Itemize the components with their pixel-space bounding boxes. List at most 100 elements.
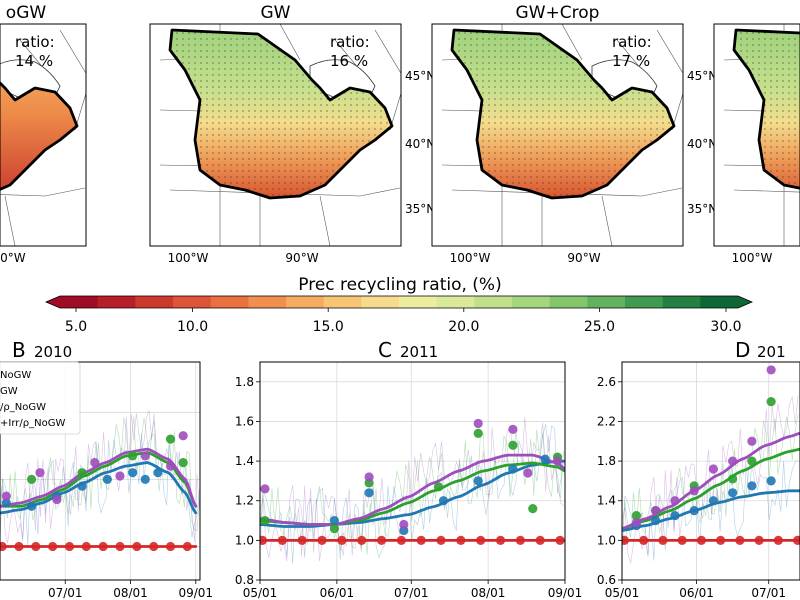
series-marker bbox=[317, 535, 327, 545]
colorbar-swatch bbox=[436, 296, 475, 308]
series-marker bbox=[128, 468, 138, 478]
daily-trace bbox=[622, 459, 799, 561]
x-tick-label: 07/01 bbox=[394, 586, 429, 600]
colorbar-extend-min bbox=[46, 296, 60, 308]
panel-letter: B bbox=[12, 338, 26, 362]
series-marker bbox=[552, 456, 563, 466]
series-marker bbox=[747, 481, 757, 491]
state-border bbox=[561, 24, 583, 61]
series-marker bbox=[260, 484, 270, 494]
y-tick-label: 1.6 bbox=[235, 414, 254, 428]
series-marker bbox=[357, 535, 367, 545]
y-tick-label: 1.4 bbox=[597, 494, 616, 508]
lon-label: 100°W bbox=[450, 251, 491, 265]
series-marker bbox=[515, 535, 525, 545]
lon-label: 90°W bbox=[567, 251, 600, 265]
series-marker bbox=[631, 510, 642, 521]
state-border bbox=[169, 187, 401, 197]
series-marker bbox=[433, 482, 444, 492]
legend-entry: /ρ_NoGW bbox=[0, 402, 46, 413]
series-marker bbox=[297, 535, 307, 545]
lat-label: 45°N bbox=[687, 69, 717, 83]
state-border bbox=[279, 24, 301, 61]
series-marker bbox=[165, 541, 176, 552]
region-outline bbox=[732, 28, 800, 190]
series-marker bbox=[677, 535, 687, 545]
series-marker bbox=[81, 541, 91, 552]
series-marker bbox=[696, 535, 706, 545]
series-marker bbox=[708, 496, 719, 506]
series-line bbox=[622, 489, 800, 532]
lat-label: 40°N bbox=[687, 137, 717, 151]
y-tick-label: 1.8 bbox=[597, 454, 616, 468]
colorbar-tick-label: 15.0 bbox=[313, 319, 344, 335]
series-marker bbox=[102, 474, 112, 484]
y-tick-label: 2.2 bbox=[597, 414, 616, 428]
series-marker bbox=[337, 535, 347, 545]
y-tick-label: 1.0 bbox=[235, 533, 254, 547]
series-marker bbox=[456, 535, 466, 545]
panel-title: 2011 bbox=[400, 343, 438, 361]
state-border bbox=[4, 195, 16, 246]
series-marker bbox=[473, 428, 483, 438]
series-marker bbox=[473, 476, 483, 486]
x-tick-label: 06/01 bbox=[320, 586, 355, 600]
series-marker bbox=[140, 474, 150, 484]
colorbar-swatch bbox=[361, 296, 400, 308]
state-border bbox=[733, 189, 800, 193]
daily-trace bbox=[622, 414, 799, 540]
series-marker bbox=[535, 535, 545, 545]
series-marker bbox=[31, 541, 41, 552]
region-outline bbox=[168, 28, 394, 200]
series-line bbox=[622, 431, 800, 530]
chart-201x: 05/01 06/01 07/01 0.6 1.0 1.4 1.8 2.2 2.6 D 201 bbox=[597, 338, 800, 600]
map-frame bbox=[713, 23, 800, 247]
series-marker bbox=[364, 488, 374, 498]
colorbar-swatch bbox=[60, 296, 99, 308]
series-marker bbox=[1, 491, 11, 501]
series-marker bbox=[523, 468, 533, 478]
series-marker bbox=[639, 535, 649, 545]
colorbar-swatch bbox=[97, 296, 136, 308]
colorbar-swatch bbox=[286, 296, 325, 308]
series-marker bbox=[476, 535, 486, 545]
series-marker bbox=[766, 397, 776, 407]
plot-area bbox=[622, 365, 800, 564]
series-marker bbox=[115, 541, 125, 552]
series-marker bbox=[277, 535, 287, 545]
axes-frame bbox=[259, 361, 566, 581]
series-marker bbox=[52, 494, 62, 505]
colorbar-tick-label: 20.0 bbox=[448, 319, 479, 335]
colorbar-swatch bbox=[399, 296, 438, 308]
daily-trace bbox=[260, 429, 564, 555]
series-marker bbox=[792, 535, 800, 545]
series-marker bbox=[508, 424, 518, 434]
series-marker bbox=[115, 471, 125, 481]
series-marker bbox=[716, 535, 726, 545]
ratio-label: ratio: bbox=[15, 33, 55, 51]
series-marker bbox=[528, 504, 538, 514]
colorbar-tick-label: 5.0 bbox=[65, 319, 87, 335]
x-tick-label: 08/01 bbox=[471, 586, 506, 600]
colorbar-swatch bbox=[700, 296, 739, 308]
x-tick-label: 08/01 bbox=[113, 586, 148, 600]
series-marker bbox=[766, 365, 776, 375]
x-tick-label: 05/01 bbox=[605, 586, 640, 600]
colorbar-tick-label: 10.0 bbox=[177, 319, 208, 335]
y-tick-label: 1.0 bbox=[597, 533, 616, 547]
series-marker bbox=[495, 535, 506, 545]
series-marker bbox=[754, 535, 764, 545]
colorbar-swatch bbox=[323, 296, 362, 308]
series-marker bbox=[438, 496, 449, 506]
colorbar-swatch bbox=[135, 296, 174, 308]
ratio-value: 16 % bbox=[330, 52, 368, 70]
colorbar: 5.0 10.0 15.0 20.0 25.0 30.0 bbox=[44, 295, 754, 335]
series-marker bbox=[773, 535, 783, 545]
series-marker bbox=[766, 476, 776, 486]
series-marker bbox=[436, 535, 446, 545]
x-tick-label: 05/01 bbox=[243, 586, 278, 600]
colorbar-swatch bbox=[587, 296, 626, 308]
series-marker bbox=[376, 535, 387, 545]
